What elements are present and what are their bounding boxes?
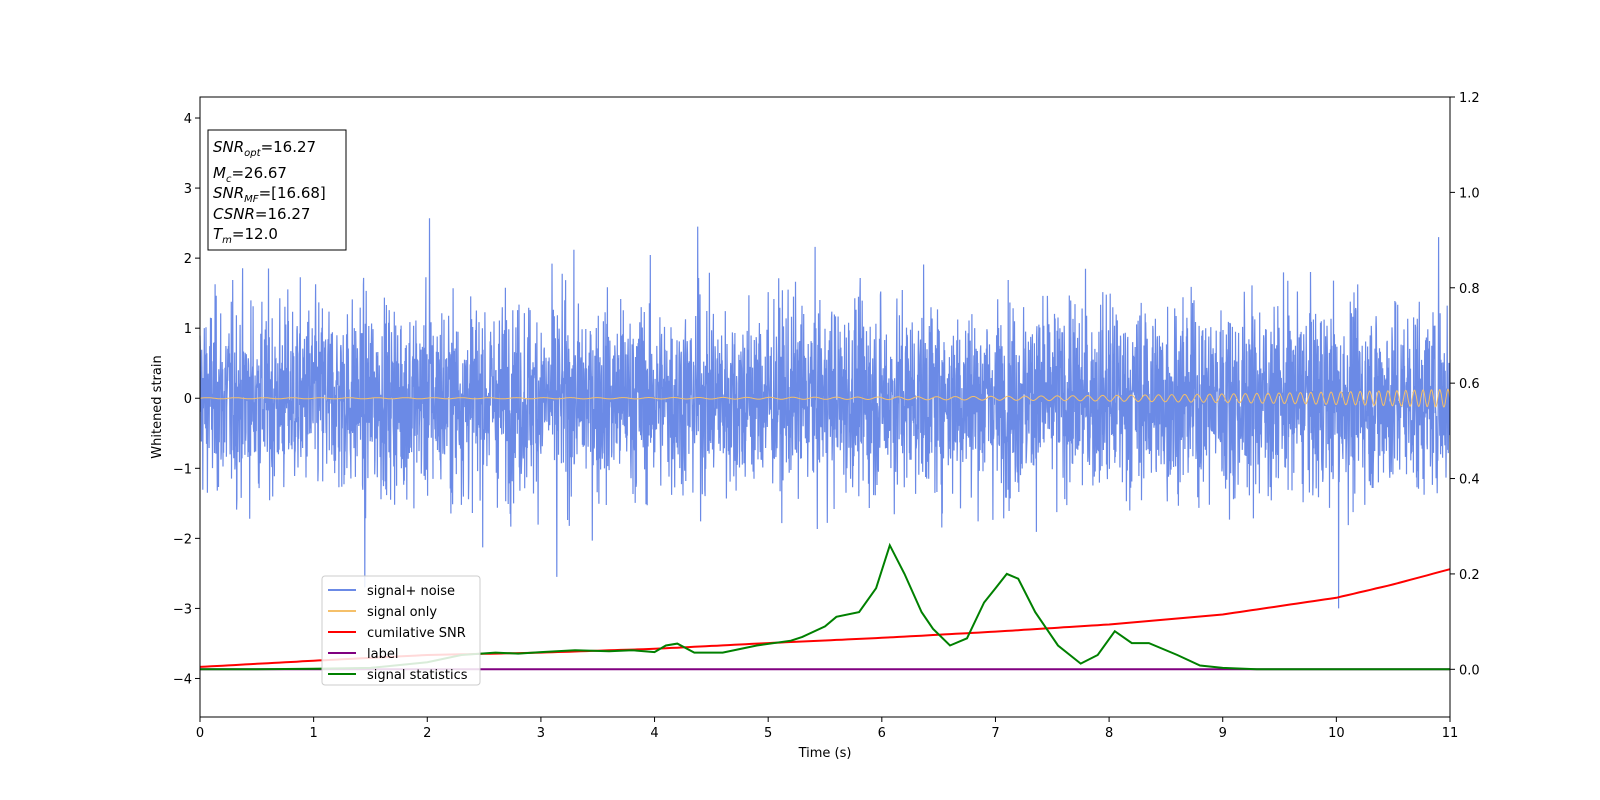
snr-mf-text: SNRMF=[16.68] xyxy=(213,184,326,205)
x-tick-label: 1 xyxy=(309,726,317,741)
x-tick-label: 10 xyxy=(1328,726,1345,741)
y-left-tick-label: 0 xyxy=(184,392,192,407)
legend-label: signal only xyxy=(367,605,437,620)
mc-text: Mc=26.67 xyxy=(213,164,287,185)
y-right-tick-label: 1.0 xyxy=(1459,186,1480,201)
signal-only-series xyxy=(200,388,1451,408)
legend-label: signal+ noise xyxy=(367,584,455,599)
y-right-tick-label: 0.8 xyxy=(1459,282,1480,297)
y-axis-right: 0.0 0.2 0.4 0.6 0.8 1.0 1.2 xyxy=(1450,91,1480,678)
info-box: SNRopt=16.27 Mc=26.67 SNRMF=[16.68] CSNR… xyxy=(207,129,347,251)
x-tick-label: 2 xyxy=(423,726,431,741)
signal-noise-series xyxy=(199,218,1451,609)
tm-text: Tm=12.0 xyxy=(213,225,278,246)
y-left-tick-label: 3 xyxy=(184,182,192,197)
y-left-tick-label: −2 xyxy=(173,532,192,547)
y-right-tick-label: 0.4 xyxy=(1459,473,1480,488)
legend-label: signal statistics xyxy=(367,668,468,683)
x-tick-label: 4 xyxy=(650,726,658,741)
plot-frame xyxy=(199,96,1451,718)
y-axis-label: Whitened strain xyxy=(150,355,165,458)
y-left-tick-label: −1 xyxy=(173,462,192,477)
x-tick-label: 0 xyxy=(196,726,204,741)
y-left-tick-label: 1 xyxy=(184,322,192,337)
y-right-tick-label: 0.6 xyxy=(1459,377,1480,392)
x-tick-label: 6 xyxy=(878,726,886,741)
y-right-tick-label: 0.0 xyxy=(1459,663,1480,678)
signal-statistics-series xyxy=(200,542,1450,671)
y-right-tick-label: 1.2 xyxy=(1459,91,1480,106)
x-axis-label: Time (s) xyxy=(798,746,852,761)
y-right-tick-label: 0.2 xyxy=(1459,568,1480,583)
x-tick-label: 7 xyxy=(991,726,999,741)
y-axis-left: −4 −3 −2 −1 0 1 2 3 4 xyxy=(173,112,200,687)
snr-opt-text: SNRopt=16.27 xyxy=(213,138,316,159)
y-left-tick-label: −4 xyxy=(173,672,192,687)
y-left-tick-label: −3 xyxy=(173,602,192,617)
x-tick-label: 5 xyxy=(764,726,772,741)
x-tick-label: 11 xyxy=(1442,726,1459,741)
y-left-tick-label: 2 xyxy=(184,252,192,267)
x-tick-label: 8 xyxy=(1105,726,1113,741)
x-tick-label: 3 xyxy=(537,726,545,741)
x-axis: 0 1 2 3 4 5 6 7 8 9 10 11 xyxy=(196,717,1458,741)
x-tick-label: 9 xyxy=(1219,726,1227,741)
y-left-tick-label: 4 xyxy=(184,112,192,127)
legend-label: cumilative SNR xyxy=(367,626,466,641)
csnr-text: CSNR=16.27 xyxy=(213,205,310,223)
signal-noise-line xyxy=(199,218,1451,609)
legend: signal+ noise signal only cumilative SNR la… xyxy=(321,575,481,686)
legend-label: label xyxy=(367,647,398,662)
